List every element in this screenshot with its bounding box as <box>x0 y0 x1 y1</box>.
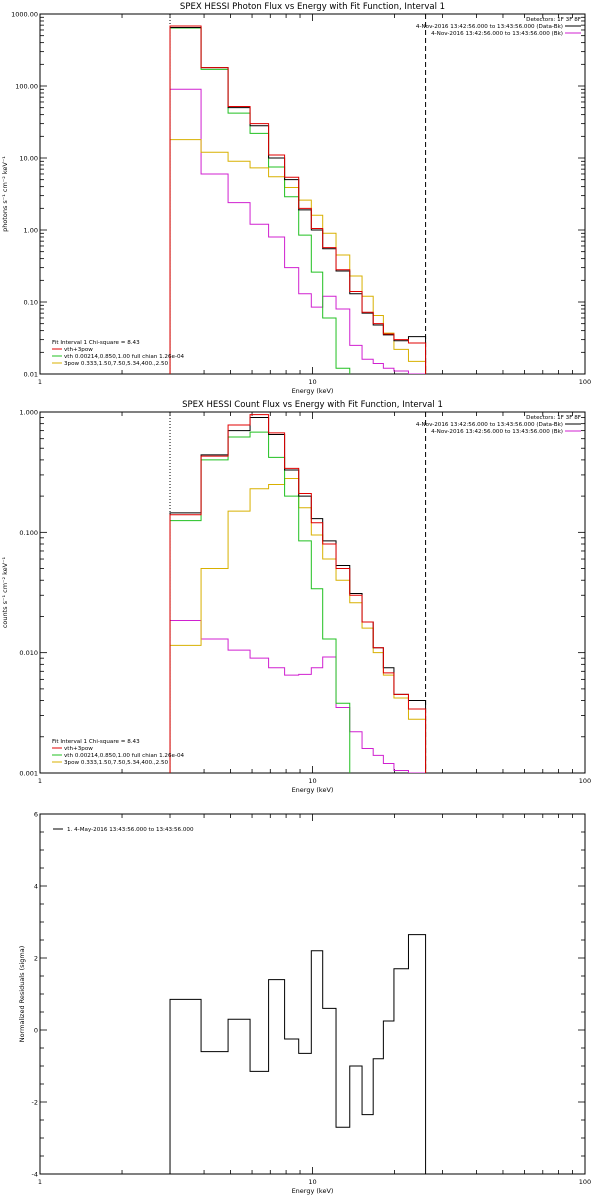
x-tick-label: 100 <box>579 378 591 386</box>
x-tick-label: 10 <box>308 1178 316 1186</box>
x-axis-label: Energy (keV) <box>292 786 334 794</box>
chart-panel-1: SPEX HESSI Photon Flux vs Energy with Fi… <box>1 2 591 395</box>
series-vth <box>169 431 351 773</box>
legend-top-right: Detectors: 1F 3F 8F4-Nov-2016 13:42:56.0… <box>416 17 581 37</box>
legend-entry-label: vth 0.00214,0.850,1.00 full chian 1.26e-… <box>64 753 185 759</box>
chart-title: SPEX HESSI Count Flux vs Energy with Fit… <box>182 400 443 410</box>
y-tick-label: 2 <box>34 955 38 963</box>
series-residuals <box>169 934 427 1174</box>
y-axis-label: photons s⁻¹ cm⁻² keV⁻¹ <box>1 156 9 232</box>
series-bk <box>169 620 427 773</box>
legend-top-right: Detectors: 1F 3F 8F4-Nov-2016 13:42:56.0… <box>416 415 581 435</box>
y-tick-label: 1.00 <box>24 227 38 235</box>
legend-detectors: Detectors: 1F 3F 8F <box>526 415 581 421</box>
x-axis: 1 10 100 <box>38 814 591 1186</box>
x-tick-label: 1 <box>38 378 42 386</box>
chart-panel-2: SPEX HESSI Count Flux vs Energy with Fit… <box>1 400 591 794</box>
y-tick-label: 1.000 <box>19 409 38 417</box>
x-tick-label: 100 <box>579 1178 591 1186</box>
y-tick-label: 6 <box>34 811 38 819</box>
y-tick-label: -2 <box>32 1099 38 1107</box>
y-tick-label: 0.01 <box>24 371 38 379</box>
x-axis-label: Energy (keV) <box>292 1187 334 1195</box>
legend-top-left: 1. 4-May-2016 13:43:56.000 to 13:43:56.0… <box>53 827 194 833</box>
series-data-bk <box>169 26 427 374</box>
x-tick-label: 1 <box>38 777 42 785</box>
legend-entry-label: 1. 4-May-2016 13:43:56.000 to 13:43:56.0… <box>67 827 194 833</box>
y-tick-label: 100.00 <box>15 83 38 91</box>
y-tick-label: 0.10 <box>24 299 38 307</box>
legend-entry-label: vth+3pow <box>64 347 93 353</box>
series-data-bk <box>169 417 427 773</box>
legend-entry-label: 3pow 0.333,1.50,7.50,5.34,400.,2.50 <box>64 760 169 766</box>
legend-bottom-left: Fit Interval 1 Chi-square = 8.43vth+3pow… <box>52 739 185 766</box>
chart-panel-3: 1 10 100 Energy (keV) -4 -2 0 2 4 6 Normalized Res… <box>18 811 591 1196</box>
series-vth-3pow <box>169 414 427 773</box>
plot-frame <box>39 813 586 1175</box>
y-tick-label: 10.00 <box>19 155 38 163</box>
series-3pow <box>169 478 427 773</box>
y-axis: 0.01 0.10 1.00 10.00 100.00 1000.00 <box>11 11 585 379</box>
chart-title: SPEX HESSI Photon Flux vs Energy with Fi… <box>180 2 445 12</box>
y-tick-label: 0.010 <box>19 649 38 657</box>
legend-fit-header: Fit Interval 1 Chi-square = 8.43 <box>52 739 140 745</box>
y-axis-label: counts s⁻¹ cm⁻² keV⁻¹ <box>1 556 9 628</box>
y-axis: 0.001 0.010 0.100 1.000 <box>19 409 585 778</box>
legend-entry-label: 4-Nov-2016 13:42:56.000 to 13:43:56.000 … <box>416 24 563 30</box>
series-vth-3pow <box>169 25 427 374</box>
y-tick-label: 0 <box>34 1027 38 1035</box>
y-axis: -4 -2 0 2 4 6 <box>32 811 585 1179</box>
x-tick-label: 100 <box>579 777 591 785</box>
plot-area <box>169 25 427 374</box>
y-tick-label: 0.100 <box>19 529 38 537</box>
y-tick-label: 1000.00 <box>11 11 38 19</box>
plot-frame <box>39 13 586 375</box>
series-3pow <box>169 139 427 374</box>
legend-entry-label: 4-Nov-2016 13:42:56.000 to 13:43:56.000 … <box>431 31 563 37</box>
x-tick-label: 10 <box>308 378 316 386</box>
x-axis-label: Energy (keV) <box>292 387 334 395</box>
x-axis: 1 10 100 <box>38 412 591 785</box>
legend-entry-label: 4-Nov-2016 13:42:56.000 to 13:43:56.000 … <box>431 429 563 435</box>
legend-entry-label: vth+3pow <box>64 746 93 752</box>
plot-area <box>169 934 427 1174</box>
legend-fit-header: Fit Interval 1 Chi-square = 8.43 <box>52 340 140 346</box>
y-tick-label: -4 <box>32 1171 38 1179</box>
x-tick-label: 10 <box>308 777 316 785</box>
series-vth <box>169 27 351 374</box>
legend-entry-label: 4-Nov-2016 13:42:56.000 to 13:43:56.000 … <box>416 422 563 428</box>
y-axis-label: Normalized Residuals (sigma) <box>18 946 26 1043</box>
y-tick-label: 4 <box>34 883 38 891</box>
legend-entry-label: 3pow 0.333,1.50,7.50,5.34,400.,2.50 <box>64 361 169 367</box>
y-tick-label: 0.001 <box>19 770 38 778</box>
legend-detectors: Detectors: 1F 3F 8F <box>526 17 581 23</box>
legend-bottom-left: Fit Interval 1 Chi-square = 8.43vth+3pow… <box>52 340 185 367</box>
plot-area <box>169 414 427 773</box>
x-tick-label: 1 <box>38 1178 42 1186</box>
legend-entry-label: vth 0.00214,0.850,1.00 full chian 1.26e-… <box>64 354 185 360</box>
x-axis: 1 10 100 <box>38 14 591 386</box>
plot-frame <box>39 411 586 774</box>
